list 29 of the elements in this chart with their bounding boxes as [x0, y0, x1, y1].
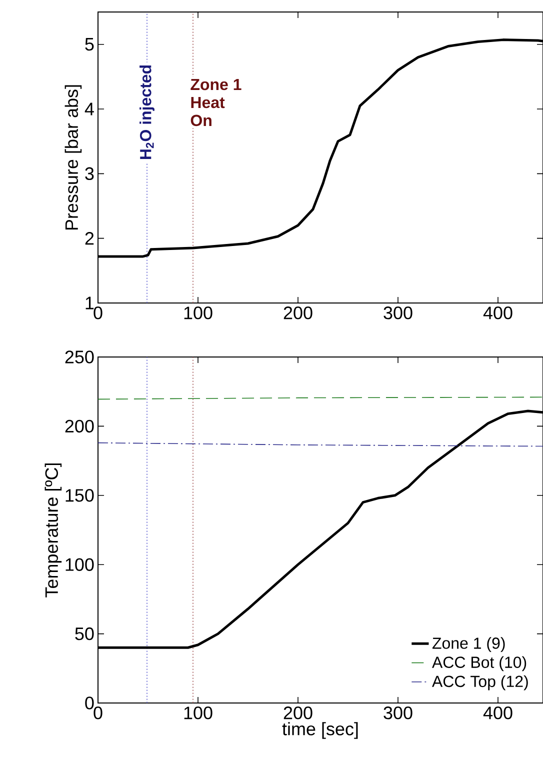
ref-line-label: Zone 1 Heat On: [190, 78, 242, 126]
y-tick-label: 100: [66, 558, 94, 571]
legend-label: ACC Top (12): [432, 675, 528, 690]
y-tick-label: 200: [65, 420, 94, 433]
y-tick-label: 150: [66, 489, 94, 502]
y-tick-label: 250: [65, 350, 94, 364]
x-tick-label: 300: [384, 306, 412, 320]
y-tick-label: 1: [86, 296, 94, 310]
legend-label: Zone 1 (9): [432, 637, 505, 652]
y-tick-label: 2: [85, 232, 94, 245]
x-axis-title: time [sec]: [282, 722, 358, 739]
y-tick-label: 5: [85, 38, 94, 51]
x-tick-label: 100: [184, 306, 212, 320]
legend-label: ACC Bot (10): [432, 656, 526, 672]
y-axis-title: Temperature [ºC]: [44, 463, 62, 598]
x-tick-label: 0: [94, 306, 102, 320]
x-tick-label: 400: [483, 306, 512, 320]
y-tick-label: 0: [85, 696, 94, 710]
ref-line-label: H$_{2}$O injected: [140, 65, 154, 159]
x-tick-label: 0: [94, 706, 102, 720]
x-tick-label: 400: [483, 706, 512, 720]
x-tick-label: 200: [284, 706, 312, 720]
x-tick-label: 200: [284, 306, 312, 320]
x-tick-label: 100: [184, 706, 212, 720]
y-tick-label: 4: [84, 102, 94, 116]
x-tick-label: 300: [384, 706, 412, 720]
y-axis-title: Pressure [bar abs]: [64, 85, 82, 230]
y-tick-label: 3: [85, 167, 94, 180]
y-tick-label: 50: [75, 627, 94, 640]
